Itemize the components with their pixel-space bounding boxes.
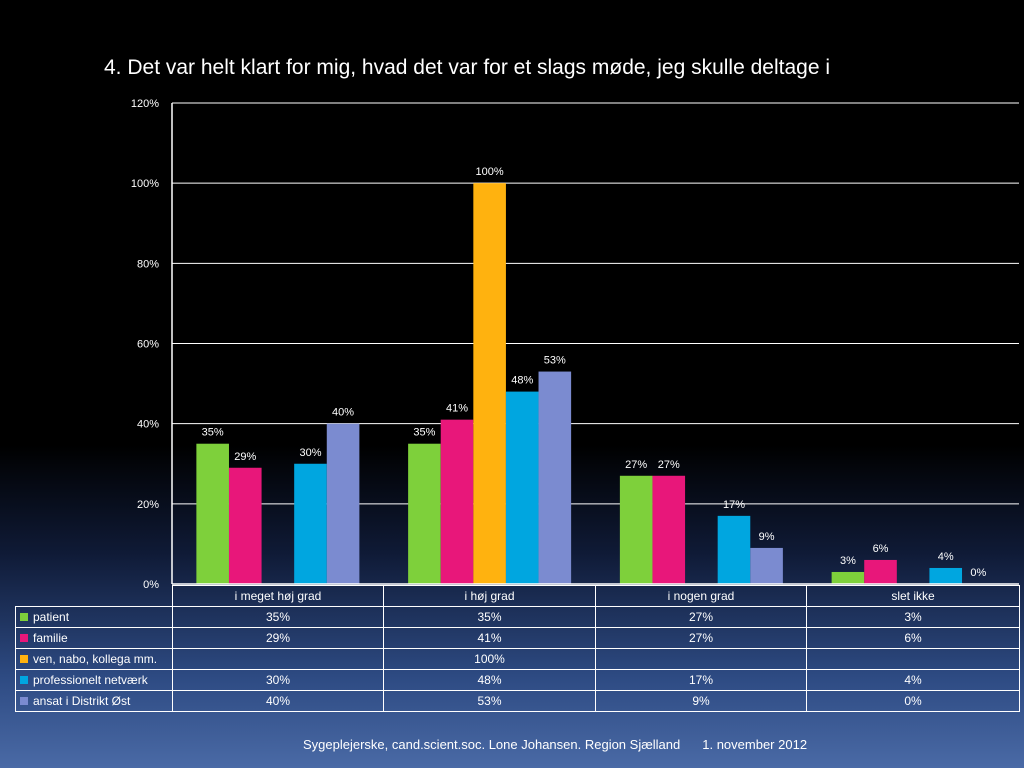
bar-ansat-i-distrikt-øst [750, 547, 783, 584]
data-label: 3% [840, 555, 856, 567]
data-labels: 35% 29% 30% 40% 35% 41% 100% 48% 53% 27% 27% 17% 9% 3… [202, 166, 987, 579]
table-header-row: i meget høj grad i høj grad i nogen grad sl… [15, 585, 1020, 607]
table-cell: 3% [806, 606, 1020, 628]
footer-author: Sygeplejerske, cand.scient.soc. Lone Joh… [303, 737, 681, 752]
bar-ansat-i-distrikt-øst [538, 371, 572, 584]
legend-swatch [20, 634, 28, 642]
table-cell: 35% [172, 606, 384, 628]
bar-patient [408, 443, 441, 584]
table-row-ven-nabo-kollega-mm: ven, nabo, kollega mm. 100% [15, 648, 1020, 670]
data-label: 35% [413, 427, 435, 439]
legend-swatch [20, 676, 28, 684]
legend-swatch [20, 613, 28, 621]
bars [196, 183, 963, 584]
table-cell: 53% [383, 690, 596, 712]
bar-familie [652, 475, 686, 584]
y-tick-label: 40% [137, 419, 159, 431]
data-label: 9% [759, 531, 775, 543]
category-header: i meget høj grad [172, 585, 384, 607]
bar-professionelt-netværk [505, 391, 539, 584]
gridlines [172, 102, 1019, 505]
legend-entry: familie [15, 627, 173, 649]
data-label: 4% [938, 551, 954, 563]
bar-patient [831, 571, 865, 584]
axes [171, 103, 1019, 585]
data-label: 27% [625, 459, 647, 471]
data-table-body: i meget høj grad i høj grad i nogen grad sl… [15, 585, 1020, 712]
y-tick-label: 0% [143, 579, 159, 590]
legend-label: familie [33, 631, 68, 645]
category-header: i nogen grad [595, 585, 807, 607]
data-label: 17% [723, 499, 745, 511]
table-cell: 6% [806, 627, 1020, 649]
bar-ansat-i-distrikt-øst [326, 423, 360, 584]
table-cell: 4% [806, 669, 1020, 691]
data-label: 27% [658, 459, 680, 471]
table-cell: 9% [595, 690, 807, 712]
table-cell: 29% [172, 627, 384, 649]
legend-swatch [20, 655, 28, 663]
bar-chart: 0% 20% 40% 60% 80% 100% 120% 35% 29% 30% 40% 35% 41… [131, 98, 1019, 590]
legend-entry: ven, nabo, kollega mm. [15, 648, 173, 670]
table-cell: 27% [595, 606, 807, 628]
slide-title: 4. Det var helt klart for mig, hvad det … [104, 56, 830, 79]
bar-patient [196, 443, 229, 584]
table-cell: 17% [595, 669, 807, 691]
legend-label: ven, nabo, kollega mm. [33, 652, 158, 666]
bar-professionelt-netværk [929, 567, 963, 584]
legend-label: ansat i Distrikt Øst [33, 694, 131, 708]
table-row-ansat-i-distrikt-øst: ansat i Distrikt Øst 40% 53% 9% 0% [15, 690, 1020, 712]
y-tick-label: 120% [131, 98, 159, 110]
table-cell: 100% [383, 648, 596, 670]
bar-professionelt-netværk [717, 515, 751, 584]
table-cell [595, 648, 807, 670]
data-label: 53% [544, 355, 566, 367]
table-row-patient: patient 35% 35% 27% 3% [15, 606, 1020, 628]
table-cell: 41% [383, 627, 596, 649]
footer-date: 1. november 2012 [702, 737, 808, 752]
table-row-familie: familie 29% 41% 27% 6% [15, 627, 1020, 649]
table-cell: 27% [595, 627, 807, 649]
y-tick-label: 80% [137, 258, 159, 270]
table-cell: 40% [172, 690, 384, 712]
category-header: i høj grad [383, 585, 596, 607]
legend-label: professionelt netværk [33, 673, 148, 687]
legend-entry: professionelt netværk [15, 669, 173, 691]
bar-professionelt-netværk [294, 463, 327, 584]
bar-familie [228, 467, 262, 584]
table-cell [806, 648, 1020, 670]
data-label: 29% [234, 451, 256, 463]
table-corner-cell [15, 585, 173, 607]
bar-familie [440, 419, 474, 584]
table-row-professionelt-netværk: professionelt netværk 30% 48% 17% 4% [15, 669, 1020, 691]
data-label: 48% [511, 375, 533, 387]
data-table: i meget høj grad i høj grad i nogen grad sl… [15, 585, 1020, 712]
legend-entry: ansat i Distrikt Øst [15, 690, 173, 712]
data-label: 6% [873, 543, 889, 555]
data-label: 41% [446, 403, 468, 415]
y-tick-label: 20% [137, 499, 159, 511]
table-cell: 48% [383, 669, 596, 691]
y-axis-tick-labels: 0% 20% 40% 60% 80% 100% 120% [131, 98, 159, 590]
table-cell: 30% [172, 669, 384, 691]
data-label: 100% [476, 166, 504, 178]
data-label: 30% [299, 447, 321, 459]
table-cell: 0% [806, 690, 1020, 712]
data-label: 35% [202, 427, 224, 439]
bar-familie [864, 559, 897, 584]
table-cell [172, 648, 384, 670]
y-tick-label: 100% [131, 178, 159, 190]
footer: Sygeplejerske, cand.scient.soc. Lone Joh… [303, 737, 807, 752]
legend-swatch [20, 697, 28, 705]
category-header: slet ikke [806, 585, 1020, 607]
table-cell: 35% [383, 606, 596, 628]
data-label: 40% [332, 407, 354, 419]
legend-label: patient [33, 610, 70, 624]
legend-entry: patient [15, 606, 173, 628]
bar-ven-nabo-kollega-mm [473, 183, 506, 584]
y-tick-label: 60% [137, 339, 159, 351]
bar-patient [619, 475, 653, 584]
data-label: 0% [970, 567, 986, 579]
